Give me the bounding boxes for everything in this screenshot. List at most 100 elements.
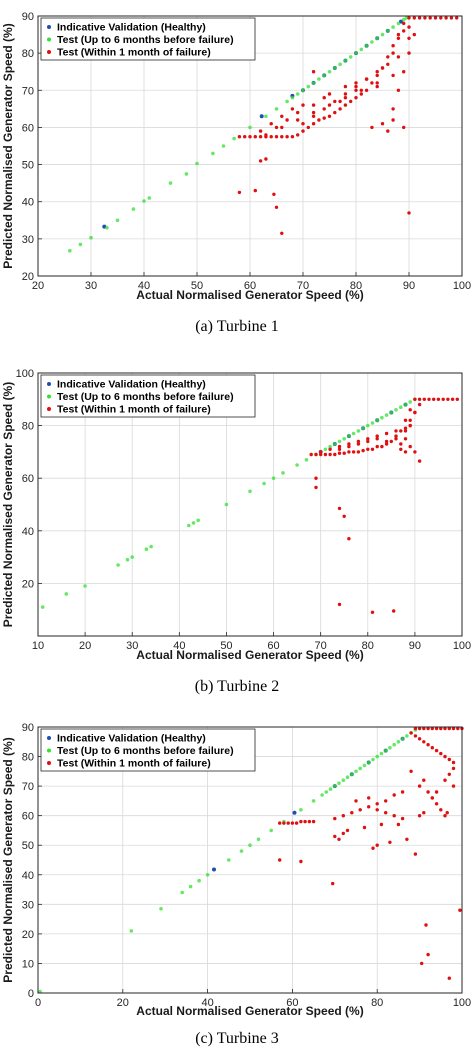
legend-entry: Indicative Validation (Healthy) bbox=[57, 379, 206, 391]
data-point bbox=[450, 397, 455, 401]
data-point bbox=[290, 107, 295, 111]
data-point bbox=[456, 726, 460, 731]
x-tick-label: 40 bbox=[138, 280, 150, 292]
data-point bbox=[402, 70, 406, 74]
data-point bbox=[337, 602, 342, 607]
data-point bbox=[294, 821, 299, 825]
x-tick-label: 0 bbox=[35, 997, 41, 1009]
data-point bbox=[359, 47, 364, 52]
data-point bbox=[407, 211, 411, 215]
data-point bbox=[38, 989, 42, 994]
data-point bbox=[417, 402, 422, 407]
data-point bbox=[408, 400, 413, 404]
data-point bbox=[314, 476, 318, 480]
data-point bbox=[441, 397, 445, 401]
data-point bbox=[449, 16, 454, 20]
x-tick-label: 20 bbox=[79, 640, 91, 652]
data-point bbox=[301, 122, 305, 126]
data-point bbox=[211, 151, 215, 156]
legend-marker bbox=[47, 382, 51, 386]
data-point bbox=[290, 95, 295, 100]
data-point bbox=[258, 129, 263, 133]
data-point bbox=[392, 793, 396, 797]
data-point bbox=[314, 485, 318, 490]
data-point bbox=[366, 437, 370, 441]
data-point bbox=[351, 431, 356, 436]
x-axis-label: Actual Normalised Generator Speed (%) bbox=[136, 648, 363, 662]
data-point bbox=[311, 114, 316, 119]
data-point bbox=[413, 852, 418, 856]
data-point bbox=[301, 129, 305, 133]
data-point bbox=[375, 802, 379, 806]
data-point bbox=[399, 429, 403, 433]
data-point bbox=[388, 840, 392, 844]
data-point bbox=[358, 766, 363, 771]
data-point bbox=[354, 96, 358, 100]
x-tick-label: 60 bbox=[267, 640, 279, 652]
data-point bbox=[391, 118, 395, 122]
data-point bbox=[337, 439, 342, 444]
data-point bbox=[400, 737, 405, 741]
data-point bbox=[328, 787, 333, 791]
data-point bbox=[366, 423, 370, 428]
x-tick-label: 100 bbox=[453, 997, 471, 1009]
legend-entry: Test (Within 1 month of failure) bbox=[57, 404, 211, 416]
data-point bbox=[320, 793, 324, 797]
data-point bbox=[322, 107, 326, 111]
data-point bbox=[422, 778, 426, 782]
data-point bbox=[333, 834, 337, 839]
x-tick-label: 30 bbox=[126, 640, 138, 652]
data-point bbox=[396, 55, 401, 59]
data-point bbox=[347, 450, 351, 454]
data-point bbox=[391, 73, 395, 78]
data-point bbox=[370, 610, 375, 614]
data-point bbox=[280, 125, 284, 130]
data-point bbox=[327, 103, 332, 107]
data-point bbox=[380, 66, 385, 70]
legend-marker bbox=[47, 736, 51, 740]
data-point bbox=[396, 88, 401, 93]
data-point bbox=[366, 760, 371, 765]
data-point bbox=[324, 790, 329, 794]
data-point bbox=[331, 881, 335, 886]
scatter-chart-turbine-3: 0 20 40 60 80 100 0 10 20 30 40 50 60 70 80 90 Actual No… bbox=[1, 722, 471, 1018]
data-point bbox=[375, 81, 379, 85]
x-tick-label: 100 bbox=[453, 280, 471, 292]
data-point bbox=[434, 748, 439, 753]
x-tick-label: 90 bbox=[409, 640, 421, 652]
data-point bbox=[317, 118, 321, 122]
data-point bbox=[116, 563, 120, 567]
data-point bbox=[337, 444, 342, 449]
data-point bbox=[364, 43, 369, 48]
data-point bbox=[417, 814, 422, 818]
data-point bbox=[396, 740, 401, 744]
data-point bbox=[403, 437, 408, 441]
legend-entry: Test (Within 1 month of failure) bbox=[57, 47, 211, 59]
y-tick-label: 70 bbox=[22, 781, 34, 793]
x-tick-label: 70 bbox=[315, 640, 327, 652]
data-point bbox=[364, 77, 369, 81]
data-point bbox=[256, 837, 261, 842]
data-point bbox=[366, 447, 370, 451]
legend: Indicative Validation (Healthy)Test (Up … bbox=[40, 374, 256, 418]
data-point bbox=[338, 62, 342, 67]
data-point bbox=[264, 157, 268, 161]
data-point bbox=[384, 799, 388, 803]
data-point bbox=[405, 837, 409, 841]
data-point bbox=[205, 873, 210, 877]
data-point bbox=[407, 51, 411, 55]
data-point bbox=[327, 69, 332, 74]
data-point bbox=[359, 88, 363, 93]
data-point bbox=[408, 408, 412, 412]
data-point bbox=[447, 726, 451, 731]
x-axis-label: Actual Normalised Generator Speed (%) bbox=[136, 288, 363, 302]
data-point bbox=[407, 16, 411, 20]
data-point bbox=[286, 821, 290, 825]
data-point bbox=[370, 40, 374, 44]
data-point bbox=[142, 199, 146, 203]
y-axis-label: Predicted Normalised Generator Speed (%) bbox=[1, 382, 15, 627]
data-point bbox=[259, 114, 264, 119]
data-point bbox=[436, 397, 441, 401]
data-point bbox=[341, 814, 345, 818]
data-point bbox=[285, 99, 289, 104]
